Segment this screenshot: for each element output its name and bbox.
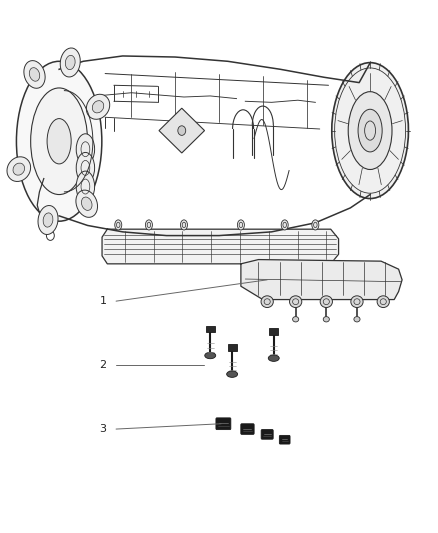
Text: 2: 2 xyxy=(99,360,106,370)
Ellipse shape xyxy=(281,220,288,230)
Ellipse shape xyxy=(24,61,45,88)
FancyBboxPatch shape xyxy=(206,326,215,332)
Ellipse shape xyxy=(205,352,215,359)
Ellipse shape xyxy=(351,296,363,308)
Ellipse shape xyxy=(115,220,122,230)
Polygon shape xyxy=(159,108,205,153)
FancyBboxPatch shape xyxy=(241,424,254,434)
Ellipse shape xyxy=(237,220,244,230)
Ellipse shape xyxy=(7,157,31,181)
Ellipse shape xyxy=(145,220,152,230)
Ellipse shape xyxy=(377,296,389,308)
Ellipse shape xyxy=(268,355,279,361)
Ellipse shape xyxy=(76,134,95,165)
Ellipse shape xyxy=(76,190,98,217)
Text: 3: 3 xyxy=(99,424,106,434)
Ellipse shape xyxy=(92,101,104,113)
Ellipse shape xyxy=(180,220,187,230)
Ellipse shape xyxy=(332,63,408,199)
Ellipse shape xyxy=(320,296,332,308)
Ellipse shape xyxy=(293,317,299,322)
Ellipse shape xyxy=(358,109,382,152)
Ellipse shape xyxy=(17,61,102,221)
Ellipse shape xyxy=(13,163,25,175)
FancyBboxPatch shape xyxy=(228,344,237,351)
Ellipse shape xyxy=(38,206,58,235)
Ellipse shape xyxy=(323,317,329,322)
Ellipse shape xyxy=(29,68,40,81)
Ellipse shape xyxy=(65,55,75,70)
Ellipse shape xyxy=(348,92,392,169)
FancyBboxPatch shape xyxy=(261,430,273,439)
Ellipse shape xyxy=(227,371,237,377)
Polygon shape xyxy=(241,260,402,300)
Ellipse shape xyxy=(60,48,80,77)
Ellipse shape xyxy=(81,197,92,211)
FancyBboxPatch shape xyxy=(279,435,290,444)
Ellipse shape xyxy=(354,317,360,322)
Ellipse shape xyxy=(312,220,319,230)
Ellipse shape xyxy=(261,296,273,308)
Polygon shape xyxy=(102,229,339,264)
Text: 1: 1 xyxy=(99,296,106,306)
Ellipse shape xyxy=(178,126,186,135)
Ellipse shape xyxy=(47,119,71,164)
Ellipse shape xyxy=(86,94,110,119)
Ellipse shape xyxy=(43,213,53,227)
FancyBboxPatch shape xyxy=(269,328,278,335)
Ellipse shape xyxy=(76,171,95,202)
Ellipse shape xyxy=(76,152,95,183)
FancyBboxPatch shape xyxy=(216,418,231,430)
Ellipse shape xyxy=(290,296,302,308)
Ellipse shape xyxy=(31,88,88,195)
